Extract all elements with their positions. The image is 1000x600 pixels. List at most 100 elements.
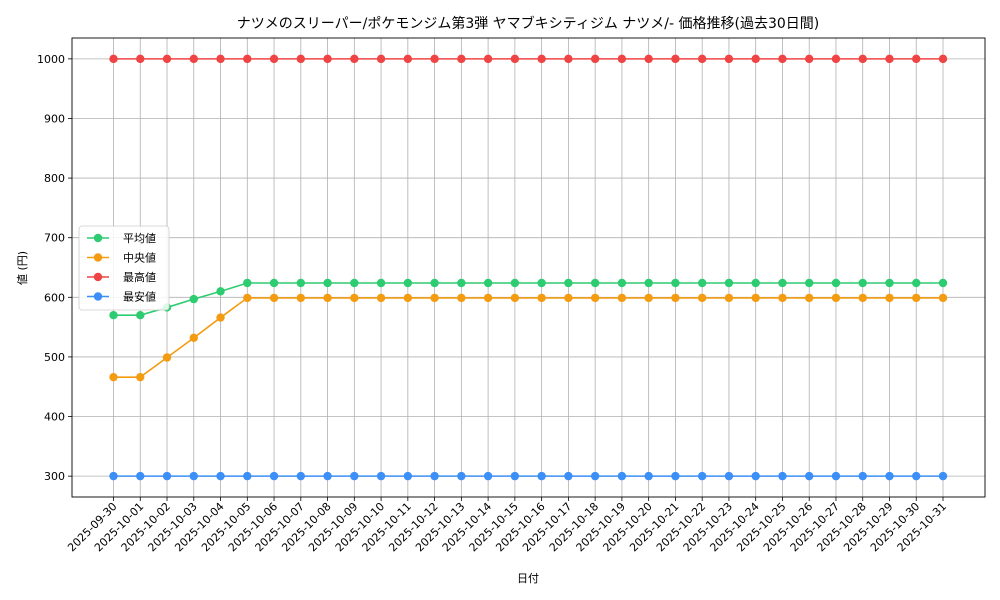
data-point [376, 278, 386, 288]
data-point [510, 278, 520, 288]
legend-item: 最高値 [87, 270, 156, 284]
y-tick-label: 500 [44, 351, 65, 364]
data-point [216, 287, 225, 296]
data-point [564, 293, 573, 303]
data-point [671, 278, 680, 288]
data-point [216, 313, 225, 322]
data-point [376, 293, 386, 303]
legend-box [78, 225, 170, 311]
legend-swatch-marker [93, 253, 103, 262]
data-point [778, 278, 787, 288]
data-point [724, 278, 734, 288]
series-1 [109, 293, 948, 382]
data-point [189, 54, 198, 64]
data-point [885, 278, 894, 288]
data-point [403, 293, 413, 303]
data-point [644, 471, 653, 481]
data-point [805, 278, 814, 288]
data-point [457, 278, 466, 288]
data-point [885, 54, 894, 64]
data-point [350, 293, 359, 303]
y-axis-label: 値 (円) [16, 251, 29, 285]
series-2 [109, 54, 948, 64]
data-point [617, 293, 627, 303]
data-point [483, 54, 493, 64]
data-point [109, 310, 118, 320]
data-point [751, 278, 760, 288]
data-point [697, 471, 707, 481]
data-point [912, 54, 921, 64]
data-point [323, 54, 332, 64]
data-point [136, 310, 145, 320]
data-point [430, 278, 439, 288]
data-point [805, 471, 814, 481]
legend-item: 平均値 [87, 232, 156, 245]
data-point [671, 54, 680, 64]
data-point [269, 293, 279, 303]
plot-area: 2025-09-302025-10-012025-10-022025-10-03… [37, 37, 986, 554]
data-point [938, 278, 948, 288]
y-tick-label: 400 [44, 411, 65, 424]
data-point [831, 293, 841, 303]
series-0 [109, 278, 948, 320]
data-point [912, 293, 921, 303]
legend-swatch-marker [93, 233, 103, 243]
data-point [644, 293, 653, 303]
legend-label: 中央値 [123, 252, 156, 265]
series-line [113, 282, 943, 316]
data-point [751, 471, 760, 481]
data-point [831, 54, 841, 64]
data-point [269, 278, 279, 288]
data-point [617, 471, 627, 481]
data-point [376, 54, 386, 64]
data-point [537, 278, 546, 288]
data-point [109, 471, 118, 481]
data-point [697, 278, 707, 288]
data-point [243, 54, 252, 64]
data-point [912, 278, 921, 288]
data-point [269, 471, 279, 481]
data-point [831, 278, 841, 288]
data-point [938, 54, 948, 64]
series-line [113, 297, 943, 378]
plot-frame [71, 37, 986, 498]
data-point [350, 54, 359, 64]
data-point [778, 471, 787, 481]
legend-label: 平均値 [123, 232, 156, 245]
data-point [483, 278, 493, 288]
data-point [537, 54, 546, 64]
data-point [323, 278, 332, 288]
data-point [858, 471, 867, 481]
legend-label: 最安値 [123, 290, 156, 304]
data-point [296, 471, 306, 481]
data-point [778, 293, 787, 303]
data-point [189, 294, 198, 304]
data-point [430, 293, 439, 303]
data-point [457, 293, 466, 303]
data-point [697, 54, 707, 64]
legend-label: 最高値 [123, 270, 156, 284]
data-point [376, 471, 386, 481]
data-point [136, 471, 145, 481]
data-point [162, 471, 172, 481]
data-point [510, 293, 520, 303]
data-point [564, 471, 573, 481]
data-point [189, 471, 198, 481]
data-point [483, 471, 493, 481]
data-point [590, 471, 600, 481]
data-point [564, 278, 573, 288]
data-point [671, 293, 680, 303]
y-tick-label: 700 [44, 232, 65, 245]
legend-swatch-marker [93, 292, 103, 301]
data-point [296, 293, 306, 303]
data-point [644, 54, 653, 64]
data-point [724, 471, 734, 481]
data-point [912, 471, 921, 481]
data-point [323, 293, 332, 303]
series-3 [109, 471, 948, 481]
data-point [296, 54, 306, 64]
legend-swatch-marker [93, 272, 103, 282]
